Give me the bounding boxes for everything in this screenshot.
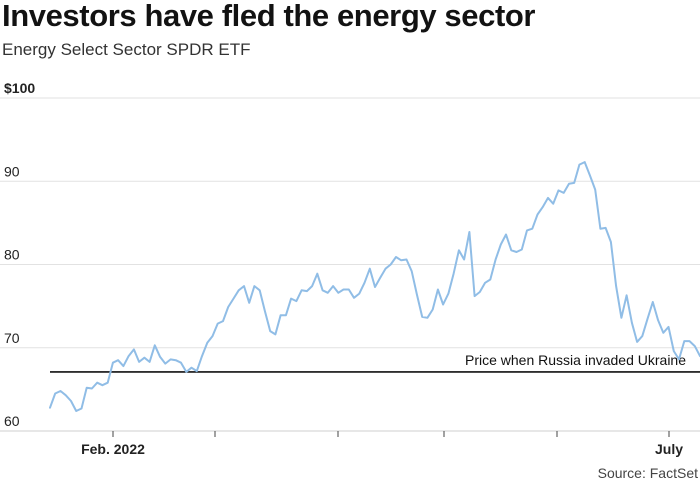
gridlines — [0, 97, 700, 349]
y-tick-label: 80 — [4, 247, 20, 263]
chart-title: Investors have fled the energy sector — [2, 0, 536, 33]
y-axis-labels: $100 90 80 70 60 — [4, 80, 35, 429]
source-note: Source: FactSet — [597, 465, 698, 481]
series-line — [49, 161, 700, 412]
y-tick-label: 70 — [4, 330, 20, 346]
x-axis-labels: Feb. 2022 July — [81, 441, 683, 457]
y-tick-label: 90 — [4, 163, 20, 179]
y-tick-label: 60 — [4, 413, 20, 429]
x-tick-label-feb: Feb. 2022 — [81, 441, 145, 457]
reference-line-label: Price when Russia invaded Ukraine — [465, 352, 686, 368]
x-tick-label-july: July — [655, 441, 683, 457]
chart-subtitle: Energy Select Sector SPDR ETF — [2, 40, 251, 59]
y-tick-label: $100 — [4, 80, 35, 96]
x-axis-ticks — [112, 431, 670, 437]
